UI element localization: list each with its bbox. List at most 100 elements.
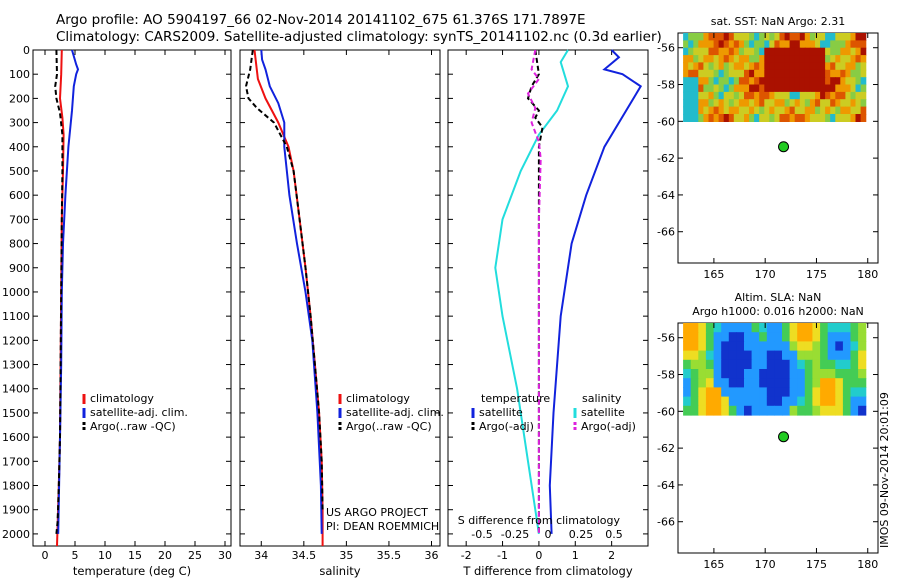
sla-cell	[728, 350, 737, 361]
sst-cell	[789, 40, 796, 49]
sst-cell	[784, 84, 791, 93]
sst-ytick-label: -66	[657, 226, 675, 239]
sst-cell	[688, 84, 694, 93]
sla-cell	[698, 341, 707, 352]
sst-cell	[703, 33, 710, 41]
sla-cell	[804, 350, 813, 361]
sla-cell	[721, 405, 730, 416]
sst-cell	[835, 55, 841, 64]
sst-cell	[850, 77, 857, 86]
sst-cell	[708, 91, 715, 100]
sst-cell	[799, 77, 806, 86]
sst-cell	[830, 40, 836, 49]
sst-cell	[688, 33, 694, 41]
sla-cell	[804, 369, 813, 379]
sst-cell	[744, 55, 750, 64]
sla-cell	[690, 341, 699, 352]
sst-cell	[815, 40, 821, 49]
sla-cell	[812, 341, 821, 352]
sst-cell	[718, 47, 725, 56]
sla-cell	[713, 332, 722, 342]
sst-cell	[794, 114, 801, 122]
sst-cell	[688, 47, 694, 56]
difference-panel: -2 -1 0 1 2 T difference from climatology temp…	[447, 49, 649, 578]
sst-cell	[815, 106, 821, 115]
sst-cell	[769, 62, 775, 71]
sst-cell	[764, 69, 770, 78]
sla-cell	[782, 378, 791, 388]
sst-cell	[830, 55, 836, 64]
sst-cell	[769, 47, 775, 56]
sst-cell	[794, 33, 801, 41]
sst-title: sat. SST: NaN Argo: 2.31	[711, 15, 845, 28]
sla-cell	[751, 405, 760, 416]
sst-cell	[764, 33, 770, 41]
sst-cell	[835, 69, 841, 78]
sst-cell	[764, 47, 770, 56]
sla-cell	[744, 323, 753, 333]
sst-cell	[789, 106, 796, 115]
sst-cell	[688, 40, 694, 49]
sst-cell	[779, 40, 786, 49]
sst-cell	[825, 106, 831, 115]
sst-cell	[825, 77, 831, 86]
sst-xtick-label: 165	[703, 268, 724, 281]
sst-cell	[815, 84, 821, 93]
sst-cell	[723, 91, 730, 100]
temperature-ytick-label: 800	[9, 238, 30, 251]
sla-cell	[774, 378, 783, 388]
sla-cell	[782, 405, 791, 416]
sst-cell	[723, 84, 730, 93]
sst-cell	[840, 40, 846, 49]
pi-note: PI: DEAN ROEMMICH	[326, 520, 439, 533]
sla-cell	[721, 387, 730, 398]
sst-cell	[764, 91, 770, 100]
sla-cell	[683, 369, 692, 379]
sst-cell	[850, 69, 857, 78]
sst-cell	[860, 40, 867, 49]
sla-cell	[774, 396, 783, 407]
sla-cell	[812, 396, 821, 407]
difference-xlabel: T difference from climatology	[462, 564, 633, 578]
sst-cell	[718, 99, 725, 108]
sst-cell	[789, 33, 796, 41]
sla-cell	[782, 359, 791, 370]
sst-cell	[708, 114, 715, 122]
sst-cell	[809, 33, 816, 41]
sla-cell	[721, 341, 730, 352]
sst-cell	[733, 84, 740, 93]
sla-cell	[690, 387, 699, 398]
sst-cell	[799, 69, 806, 78]
sst-cell	[728, 62, 735, 71]
sla-cell	[751, 350, 760, 361]
sst-cell	[733, 62, 740, 71]
sla-cell	[804, 387, 813, 398]
sla-cell	[820, 341, 829, 352]
salinity-xtick-label: 36	[424, 549, 438, 562]
salinity-xtick-label: 35.5	[377, 549, 402, 562]
sst-cell	[723, 69, 730, 78]
sst-cell	[683, 84, 689, 93]
sla-cell	[835, 350, 844, 361]
sla-ytick-label: -62	[657, 442, 675, 455]
sla-map-panel: 165 170 175 180 -56 -58 -60 -62 -64 -66 Altim. SLA…	[657, 291, 879, 571]
sst-cell	[733, 114, 740, 122]
sst-cell	[804, 91, 811, 100]
sst-cell	[718, 84, 725, 93]
sla-cell	[812, 387, 821, 398]
sla-cell	[683, 396, 692, 407]
sst-cell	[744, 40, 750, 49]
sst-cell	[860, 91, 867, 100]
sla-cell	[759, 396, 768, 407]
sla-cell	[850, 405, 859, 416]
sst-cell	[703, 47, 710, 56]
sst-cell	[815, 47, 821, 56]
sst-cell	[779, 99, 786, 108]
sst-cell	[754, 99, 760, 108]
sla-cell	[698, 359, 707, 370]
sst-cell	[820, 106, 826, 115]
sla-cell	[713, 396, 722, 407]
sst-cell	[840, 55, 846, 64]
sst-cell	[738, 40, 745, 49]
sla-cell	[782, 369, 791, 379]
